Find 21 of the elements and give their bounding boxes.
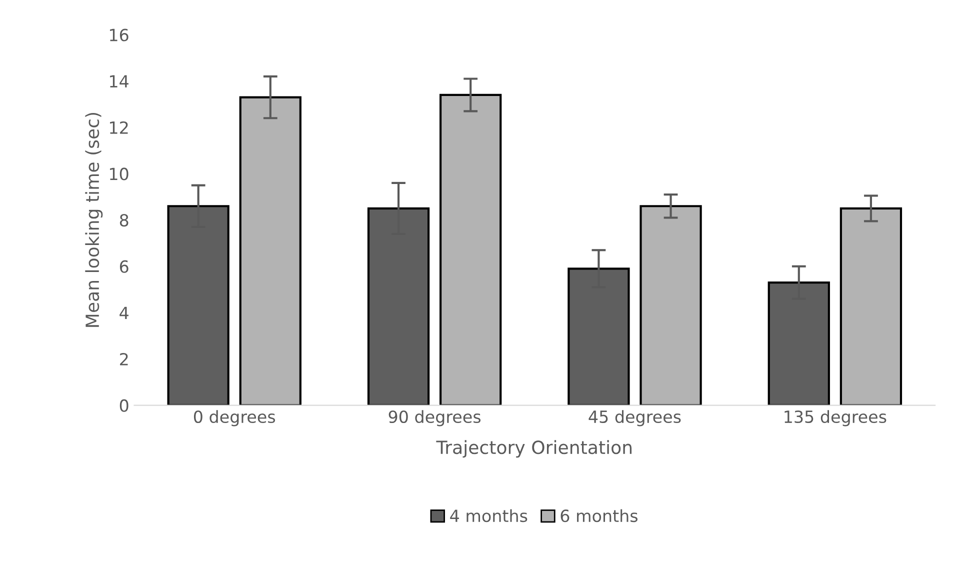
bar	[840, 207, 902, 406]
y-tick-label: 12	[110, 121, 128, 134]
x-tick-label: 135 degrees	[784, 410, 886, 426]
bar	[640, 205, 702, 406]
x-tick-label: 0 degrees	[194, 410, 276, 426]
bar	[440, 94, 502, 406]
legend-label: 4 months	[450, 509, 528, 522]
bar	[239, 96, 302, 406]
x-axis-title: Trajectory Orientation	[436, 440, 632, 458]
y-tick-label: 8	[120, 214, 128, 227]
y-axis-title: Mean looking time (sec)	[85, 112, 103, 327]
y-tick-label: 2	[120, 352, 128, 366]
x-tick-label: 45 degrees	[588, 410, 681, 426]
x-tick-label: 90 degrees	[388, 410, 481, 426]
y-tick-label: 14	[110, 75, 128, 88]
y-tick-label: 10	[110, 168, 128, 180]
legend-label: 6 months	[560, 509, 638, 522]
y-tick-label: 4	[120, 306, 128, 319]
y-tick-label: 0	[120, 399, 128, 412]
y-tick-label: 16	[110, 28, 128, 42]
y-tick-label: 6	[120, 260, 128, 273]
